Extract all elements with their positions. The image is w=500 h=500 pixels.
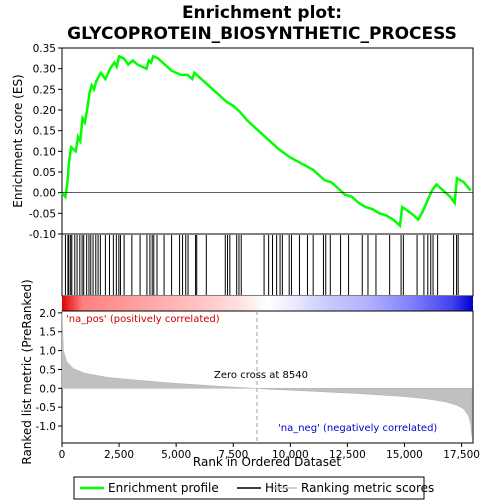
legend-enrichment-label: Enrichment profile [108, 481, 219, 495]
es-y-tick-label: 0.35 [33, 43, 56, 55]
metric-y-tick-label: 0.5 [39, 364, 56, 376]
metric-y-tick-label: 1.0 [39, 346, 56, 358]
es-y-tick-label: 0.05 [33, 167, 56, 179]
metric-y-ticks: -1.0 -0.5 0.0 0.5 1.0 1.5 2.0 [36, 308, 62, 433]
enrichment-profile-line [61, 54, 472, 229]
x-tick-label: 2,500 [104, 449, 134, 461]
metric-y-tick-label: -0.5 [36, 402, 57, 414]
hits-panel [61, 233, 474, 297]
x-tick-label: 0 [59, 449, 66, 461]
legend: Enrichment profile Hits Ranking metric s… [73, 476, 434, 500]
es-plot-frame [61, 47, 474, 235]
hit-lines [64, 235, 459, 295]
rank-color-bar [62, 296, 473, 311]
es-y-tick-label: -0.05 [29, 208, 56, 220]
metric-plot-frame [61, 310, 474, 444]
es-y-tick-label: 0.15 [33, 126, 56, 138]
metric-y-axis-label: Ranked list metric (PreRanked) [20, 279, 34, 464]
es-y-axis-label: Enrichment score (ES) [11, 74, 25, 207]
x-axis-label: Rank in Ordered Dataset [193, 455, 341, 469]
es-y-tick-label: 0.00 [33, 188, 56, 200]
x-tick-label: 5,000 [161, 449, 191, 461]
metric-panel: -1.0 -0.5 0.0 0.5 1.0 1.5 2.0 'na_pos' (positi… [20, 279, 474, 465]
es-y-tick-label: 0.25 [33, 84, 56, 96]
es-panel: -0.10 -0.05 0.00 0.05 0.10 0.15 0.20 0.25 0.30 0.… [11, 43, 474, 241]
hits-frame [61, 233, 474, 297]
es-y-tick-label: 0.30 [33, 64, 56, 76]
neg-correlated-label: 'na_neg' (negatively correlated) [278, 423, 437, 434]
es-y-ticks: -0.10 -0.05 0.00 0.05 0.10 0.15 0.20 0.25 0.30 0.… [29, 43, 62, 241]
x-tick-label: 15,000 [386, 449, 423, 461]
metric-y-tick-label: 0.0 [39, 383, 56, 395]
chart-title-line1: Enrichment plot: [182, 3, 342, 23]
metric-y-tick-label: -1.0 [36, 421, 57, 433]
pos-correlated-label: 'na_pos' (positively correlated) [66, 314, 220, 325]
ranking-metric-area [61, 310, 473, 438]
x-axis: 0 2,500 5,000 7,500 10,000 12,500 15,000 17,500 [59, 443, 480, 461]
zero-cross-label: Zero cross at 8540 [214, 370, 308, 381]
es-y-tick-label: -0.10 [29, 229, 56, 241]
x-tick-label: 12,500 [329, 449, 366, 461]
x-tick-label: 17,500 [443, 449, 480, 461]
x-tick-label: 7,500 [218, 449, 248, 461]
chart-title-line2: GLYCOPROTEIN_BIOSYNTHETIC_PROCESS [67, 24, 457, 44]
metric-y-tick-label: 2.0 [39, 308, 56, 320]
es-y-tick-label: 0.10 [33, 146, 56, 158]
legend-metric-label: Ranking metric scores [301, 481, 434, 495]
metric-y-tick-label: 1.5 [39, 327, 56, 339]
x-tick-label: 10,000 [272, 449, 309, 461]
es-y-tick-label: 0.20 [33, 105, 56, 117]
